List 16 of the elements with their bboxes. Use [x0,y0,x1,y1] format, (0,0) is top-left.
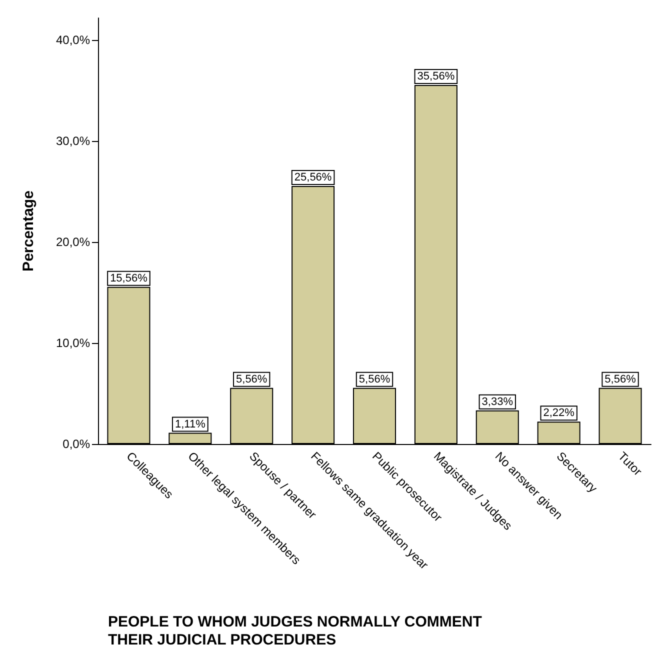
data-label: 5,56% [236,373,268,386]
y-tick-label: 0,0% [62,437,90,451]
data-label: 2,22% [543,407,575,420]
data-label: 35,56% [417,70,455,83]
y-tick-label: 40,0% [56,33,90,48]
x-axis-title: PEOPLE TO WHOM JUDGES NORMALLY COMMENT THEIR JUDICIAL PROCEDURES [108,614,486,648]
y-tick-label: 20,0% [56,235,90,250]
y-tick-label: 30,0% [56,134,90,148]
y-tick-label: 10,0% [56,336,90,350]
data-label: 25,56% [294,171,332,184]
data-label: 3,33% [482,396,514,408]
data-label: 5,56% [358,373,390,386]
data-label: 1,11% [174,418,206,430]
y-axis-title: Percentage [20,190,37,272]
data-label: 15,56% [110,272,148,284]
data-label: 5,56% [604,373,636,386]
